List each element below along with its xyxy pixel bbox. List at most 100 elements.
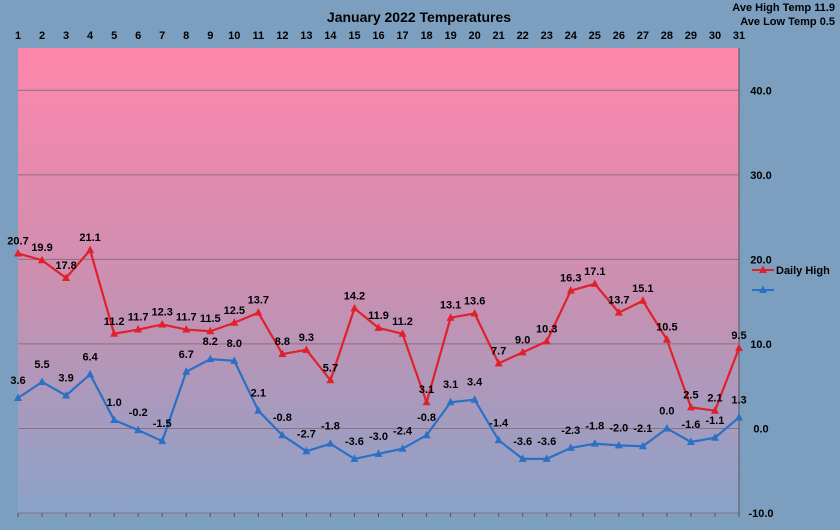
high-label-17: 11.2	[392, 316, 413, 328]
high-label-2: 19.9	[31, 242, 52, 254]
low-label-21: -1.4	[489, 417, 509, 429]
x-tick-9: 9	[207, 30, 213, 42]
high-point-31	[735, 343, 743, 352]
high-point-13	[302, 345, 311, 353]
x-tick-10: 10	[228, 30, 240, 42]
high-label-18: 3.1	[419, 384, 434, 396]
high-label-6: 11.7	[128, 312, 149, 324]
high-point-23	[542, 336, 551, 345]
low-label-12: -0.8	[273, 412, 292, 424]
low-point-17	[398, 444, 407, 452]
low-label-1: 3.6	[10, 375, 25, 387]
high-label-27: 15.1	[632, 283, 653, 295]
low-label-22: -3.6	[513, 436, 532, 448]
low-point-9	[206, 354, 215, 363]
x-tick-17: 17	[396, 30, 408, 42]
high-label-16: 11.9	[368, 310, 389, 322]
x-tick-29: 29	[685, 30, 697, 42]
ave-high-annotation: Ave High Temp 11.9	[732, 2, 835, 14]
low-point-13	[302, 446, 311, 455]
low-label-4: 6.4	[82, 351, 98, 363]
high-label-1: 20.7	[7, 235, 28, 247]
high-point-28	[662, 335, 671, 343]
low-point-27	[638, 441, 647, 450]
x-tick-6: 6	[135, 30, 141, 42]
ave-low-annotation: Ave Low Temp 0.5	[740, 16, 835, 28]
low-label-16: -3.0	[369, 431, 388, 443]
low-label-14: -1.8	[321, 421, 340, 433]
low-label-24: -2.3	[561, 425, 580, 437]
low-point-2	[38, 377, 47, 385]
low-label-8: 6.7	[179, 349, 194, 361]
y-tick-0: 40.0	[750, 85, 771, 97]
high-label-22: 9.0	[515, 334, 530, 346]
low-label-30: -1.1	[705, 415, 724, 427]
x-tick-2: 2	[39, 30, 45, 42]
low-point-19	[446, 397, 455, 406]
high-point-2	[38, 255, 47, 264]
low-label-10: 8.0	[227, 338, 242, 350]
x-tick-27: 27	[637, 30, 649, 42]
low-label-11: 2.1	[251, 388, 266, 400]
y-axis-labels: 40.0 30.0 20.0 10.0 0.0 -10.0	[748, 85, 773, 520]
high-point-25	[590, 279, 599, 287]
y-tick-1: 30.0	[750, 170, 771, 182]
high-point-12	[278, 349, 287, 358]
x-axis-labels: 1 2 3 4 5 6 7 8 9 10 11 12 13 14 15 16 17 18 19 20 21 22 23 24 2…	[15, 30, 745, 42]
low-point-23	[542, 454, 551, 462]
x-tick-16: 16	[372, 30, 384, 42]
low-point-31	[735, 412, 743, 421]
x-tick-5: 5	[111, 30, 117, 42]
x-tick-7: 7	[159, 30, 165, 42]
high-point-22	[518, 347, 527, 356]
high-point-3	[62, 273, 71, 281]
high-label-10: 12.5	[224, 305, 245, 317]
high-point-17	[398, 329, 407, 337]
low-point-10	[230, 356, 239, 364]
low-label-20: 3.4	[467, 377, 483, 389]
high-point-9	[206, 326, 215, 335]
low-label-2: 5.5	[34, 359, 49, 371]
low-point-3	[62, 390, 71, 399]
low-point-7	[158, 436, 167, 445]
y-tick-4: 0.0	[753, 423, 768, 435]
high-point-8	[182, 325, 191, 333]
low-point-29	[686, 437, 695, 445]
high-point-19	[446, 313, 455, 321]
low-label-28: 0.0	[659, 405, 674, 417]
low-point-12	[278, 430, 287, 439]
high-point-26	[614, 308, 623, 316]
high-label-4: 21.1	[79, 232, 100, 244]
high-point-16	[374, 323, 383, 331]
low-point-5	[110, 415, 119, 423]
high-point-10	[230, 318, 239, 326]
low-point-8	[182, 367, 191, 375]
high-point-29	[686, 402, 695, 411]
low-label-13: -2.7	[297, 428, 316, 440]
high-label-25: 17.1	[584, 266, 605, 278]
legend-label-0: Daily High	[776, 265, 830, 277]
low-label-6: -0.2	[129, 407, 148, 419]
high-label-26: 13.7	[608, 295, 629, 307]
high-point-18	[422, 397, 431, 406]
high-label-24: 16.3	[560, 273, 581, 285]
x-tick-23: 23	[541, 30, 553, 42]
high-label-8: 11.7	[176, 312, 197, 324]
legend: Daily High	[752, 265, 830, 293]
x-tick-8: 8	[183, 30, 189, 42]
high-label-7: 12.3	[151, 306, 172, 318]
legend-marker-1	[759, 285, 767, 293]
high-label-12: 8.8	[275, 336, 290, 348]
x-tick-25: 25	[589, 30, 601, 42]
high-label-15: 14.2	[344, 290, 365, 302]
high-label-31: 9.5	[731, 330, 746, 342]
legend-marker-0	[759, 265, 767, 273]
low-label-26: -2.0	[609, 422, 628, 434]
x-tick-19: 19	[444, 30, 456, 42]
high-point-27	[638, 296, 647, 304]
high-point-24	[566, 286, 575, 294]
high-label-3: 17.8	[55, 260, 76, 272]
high-label-13: 9.3	[299, 332, 314, 344]
x-tick-21: 21	[493, 30, 505, 42]
x-tick-26: 26	[613, 30, 625, 42]
